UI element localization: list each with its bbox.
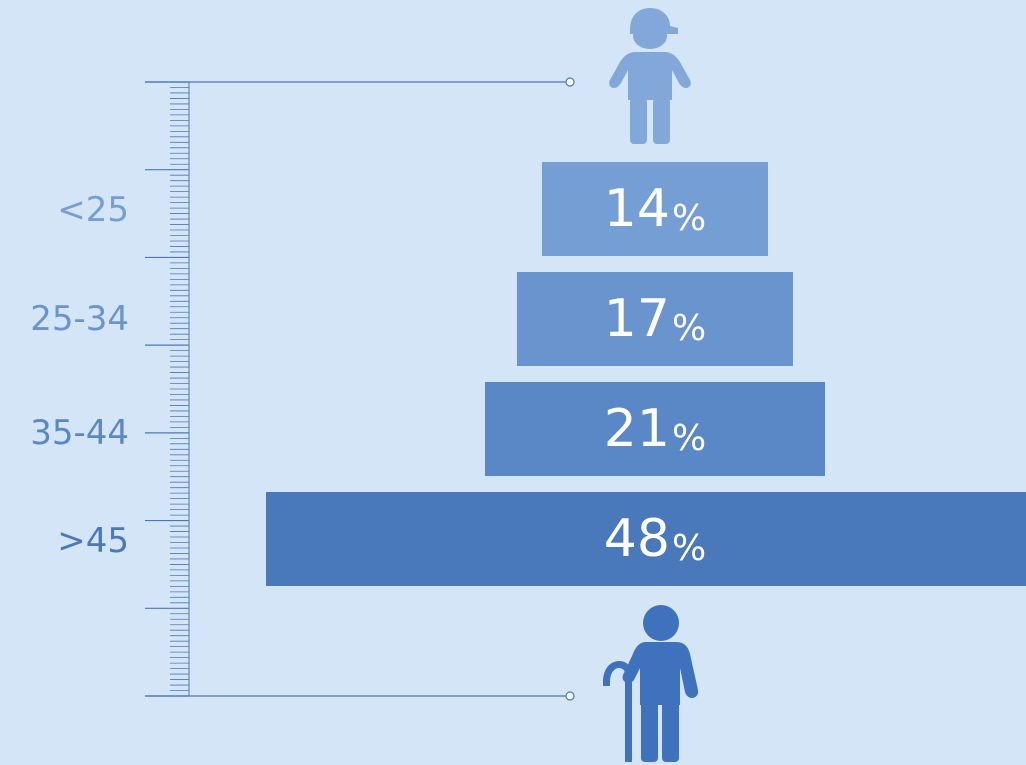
ruler-top-endpoint (565, 77, 575, 87)
bar-25-34: 17% (517, 272, 793, 366)
bar-value-label: 48% (600, 513, 710, 567)
category-label: >45 (57, 521, 129, 561)
bar-45: 48% (266, 492, 1026, 586)
ruler-bottom-endpoint (565, 691, 575, 701)
bar-value-percent-sign: % (671, 418, 707, 459)
category-label: <25 (57, 190, 129, 230)
bar-25: 14% (541, 162, 769, 256)
bar-value-number: 21 (603, 399, 670, 459)
bar-value-label: 14% (600, 183, 710, 237)
bar-value-percent-sign: % (671, 308, 707, 349)
bar-value-number: 48 (603, 509, 670, 569)
bar-value-label: 21% (600, 403, 710, 457)
category-label: 35-44 (30, 413, 129, 453)
bar-value-percent-sign: % (671, 198, 707, 239)
bar-value-number: 17 (603, 289, 670, 349)
bar-value-number: 14 (603, 179, 670, 239)
category-label: 25-34 (30, 299, 129, 339)
bar-value-percent-sign: % (671, 528, 707, 569)
bar-35-44: 21% (484, 382, 826, 476)
bar-value-label: 17% (600, 293, 710, 347)
